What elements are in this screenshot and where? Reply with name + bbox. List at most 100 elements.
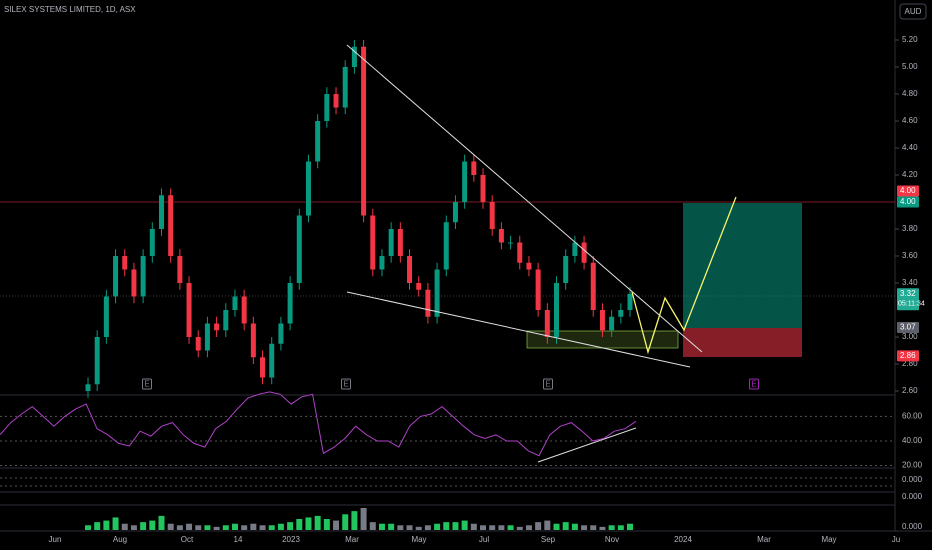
candle xyxy=(480,175,486,202)
candle xyxy=(250,323,256,358)
volume-label: 0.000 xyxy=(902,522,923,531)
price-tag xyxy=(897,350,919,362)
x-tick-label: 2023 xyxy=(282,535,300,544)
currency[interactable]: AUD xyxy=(905,7,922,16)
x-tick-label: May xyxy=(821,535,836,544)
x-tick-label: Jun xyxy=(49,535,62,544)
volume-bar xyxy=(158,515,165,530)
candle xyxy=(416,283,422,290)
candle xyxy=(287,283,293,324)
candle xyxy=(177,256,183,283)
event-label: E xyxy=(343,380,348,389)
candle xyxy=(315,121,321,162)
candle xyxy=(214,323,220,331)
x-tick-label: Nov xyxy=(605,535,619,544)
volume-bar xyxy=(498,525,505,530)
event-label: E xyxy=(751,380,756,389)
y-tick-label: 5.20 xyxy=(902,35,918,44)
candle xyxy=(425,289,431,317)
x-tick-label: Sep xyxy=(541,535,556,544)
lower-trendline[interactable] xyxy=(346,291,691,368)
volume-bar xyxy=(406,525,413,530)
volume-bar xyxy=(452,522,459,530)
rsi-trendline[interactable] xyxy=(537,427,637,463)
volume-bar xyxy=(434,523,441,530)
candle xyxy=(296,215,302,283)
candle xyxy=(544,310,550,337)
x-tick-label: Ju xyxy=(892,535,900,544)
volume-bar xyxy=(342,514,349,530)
volume-bar xyxy=(535,522,542,530)
rsi-tick-label: 40.00 xyxy=(902,436,923,445)
volume-bar xyxy=(571,523,578,530)
volume-bar xyxy=(581,525,588,530)
volume-bar xyxy=(553,523,560,530)
volume-bar xyxy=(167,523,174,530)
candle xyxy=(131,269,137,297)
candle xyxy=(232,296,238,310)
volume-bar xyxy=(470,523,477,530)
volume-bar xyxy=(231,523,238,530)
volume-bar xyxy=(351,511,358,530)
y-tick-label: 2.60 xyxy=(902,386,918,395)
volume-bar xyxy=(590,525,597,530)
candle xyxy=(223,310,229,331)
x-tick-label: 14 xyxy=(234,535,243,544)
volume-bar xyxy=(424,525,431,530)
volume-bar xyxy=(314,515,321,530)
profit-zone[interactable] xyxy=(683,203,802,328)
candle xyxy=(489,202,495,229)
volume-bar xyxy=(599,526,606,530)
upper-trendline[interactable] xyxy=(346,44,703,353)
volume-bar xyxy=(85,525,91,530)
y-tick-label: 4.60 xyxy=(902,116,918,125)
candle xyxy=(563,256,569,283)
volume-bar xyxy=(480,525,487,530)
volume-bar xyxy=(213,526,220,530)
candle xyxy=(535,269,541,310)
projection-path[interactable] xyxy=(631,196,737,355)
candle xyxy=(526,262,532,270)
y-tick-label: 3.60 xyxy=(902,251,918,260)
candle xyxy=(186,283,192,337)
candle xyxy=(278,323,284,344)
candle xyxy=(333,94,339,108)
candle xyxy=(94,337,100,385)
candle xyxy=(241,296,247,324)
candle xyxy=(122,256,128,270)
volume-bar xyxy=(544,520,551,530)
candle xyxy=(158,195,164,229)
volume-bar xyxy=(489,525,496,530)
loss-zone[interactable] xyxy=(683,328,802,357)
candle xyxy=(85,384,91,391)
candle xyxy=(397,229,403,256)
price-tag xyxy=(897,185,919,197)
volume-bar xyxy=(195,525,202,530)
rsi-line xyxy=(0,391,637,457)
volume-bar xyxy=(378,523,385,530)
price-tag-label: 3.07 xyxy=(900,323,916,332)
x-tick-label: Oct xyxy=(181,535,194,544)
price-tag xyxy=(897,196,919,208)
x-tick-label: Jul xyxy=(479,535,489,544)
y-tick-label: 4.40 xyxy=(902,143,918,152)
candle xyxy=(554,283,560,337)
volume-bar xyxy=(415,526,422,530)
volume-bar xyxy=(204,525,211,530)
event-marker xyxy=(142,378,152,390)
candle xyxy=(572,242,578,256)
candle xyxy=(609,316,615,331)
candle xyxy=(517,242,523,263)
currency-box[interactable] xyxy=(899,3,927,20)
volume-bar xyxy=(397,525,404,530)
volume-bar xyxy=(112,517,119,530)
volume-bar xyxy=(277,523,284,530)
event-label: E xyxy=(545,380,550,389)
price-tag-label: 4.00 xyxy=(900,197,916,206)
price-tag-label: 3.32 xyxy=(900,289,916,298)
event-label: E xyxy=(144,380,149,389)
candle xyxy=(260,357,266,378)
volume-bar xyxy=(333,520,340,530)
candle xyxy=(324,94,330,121)
